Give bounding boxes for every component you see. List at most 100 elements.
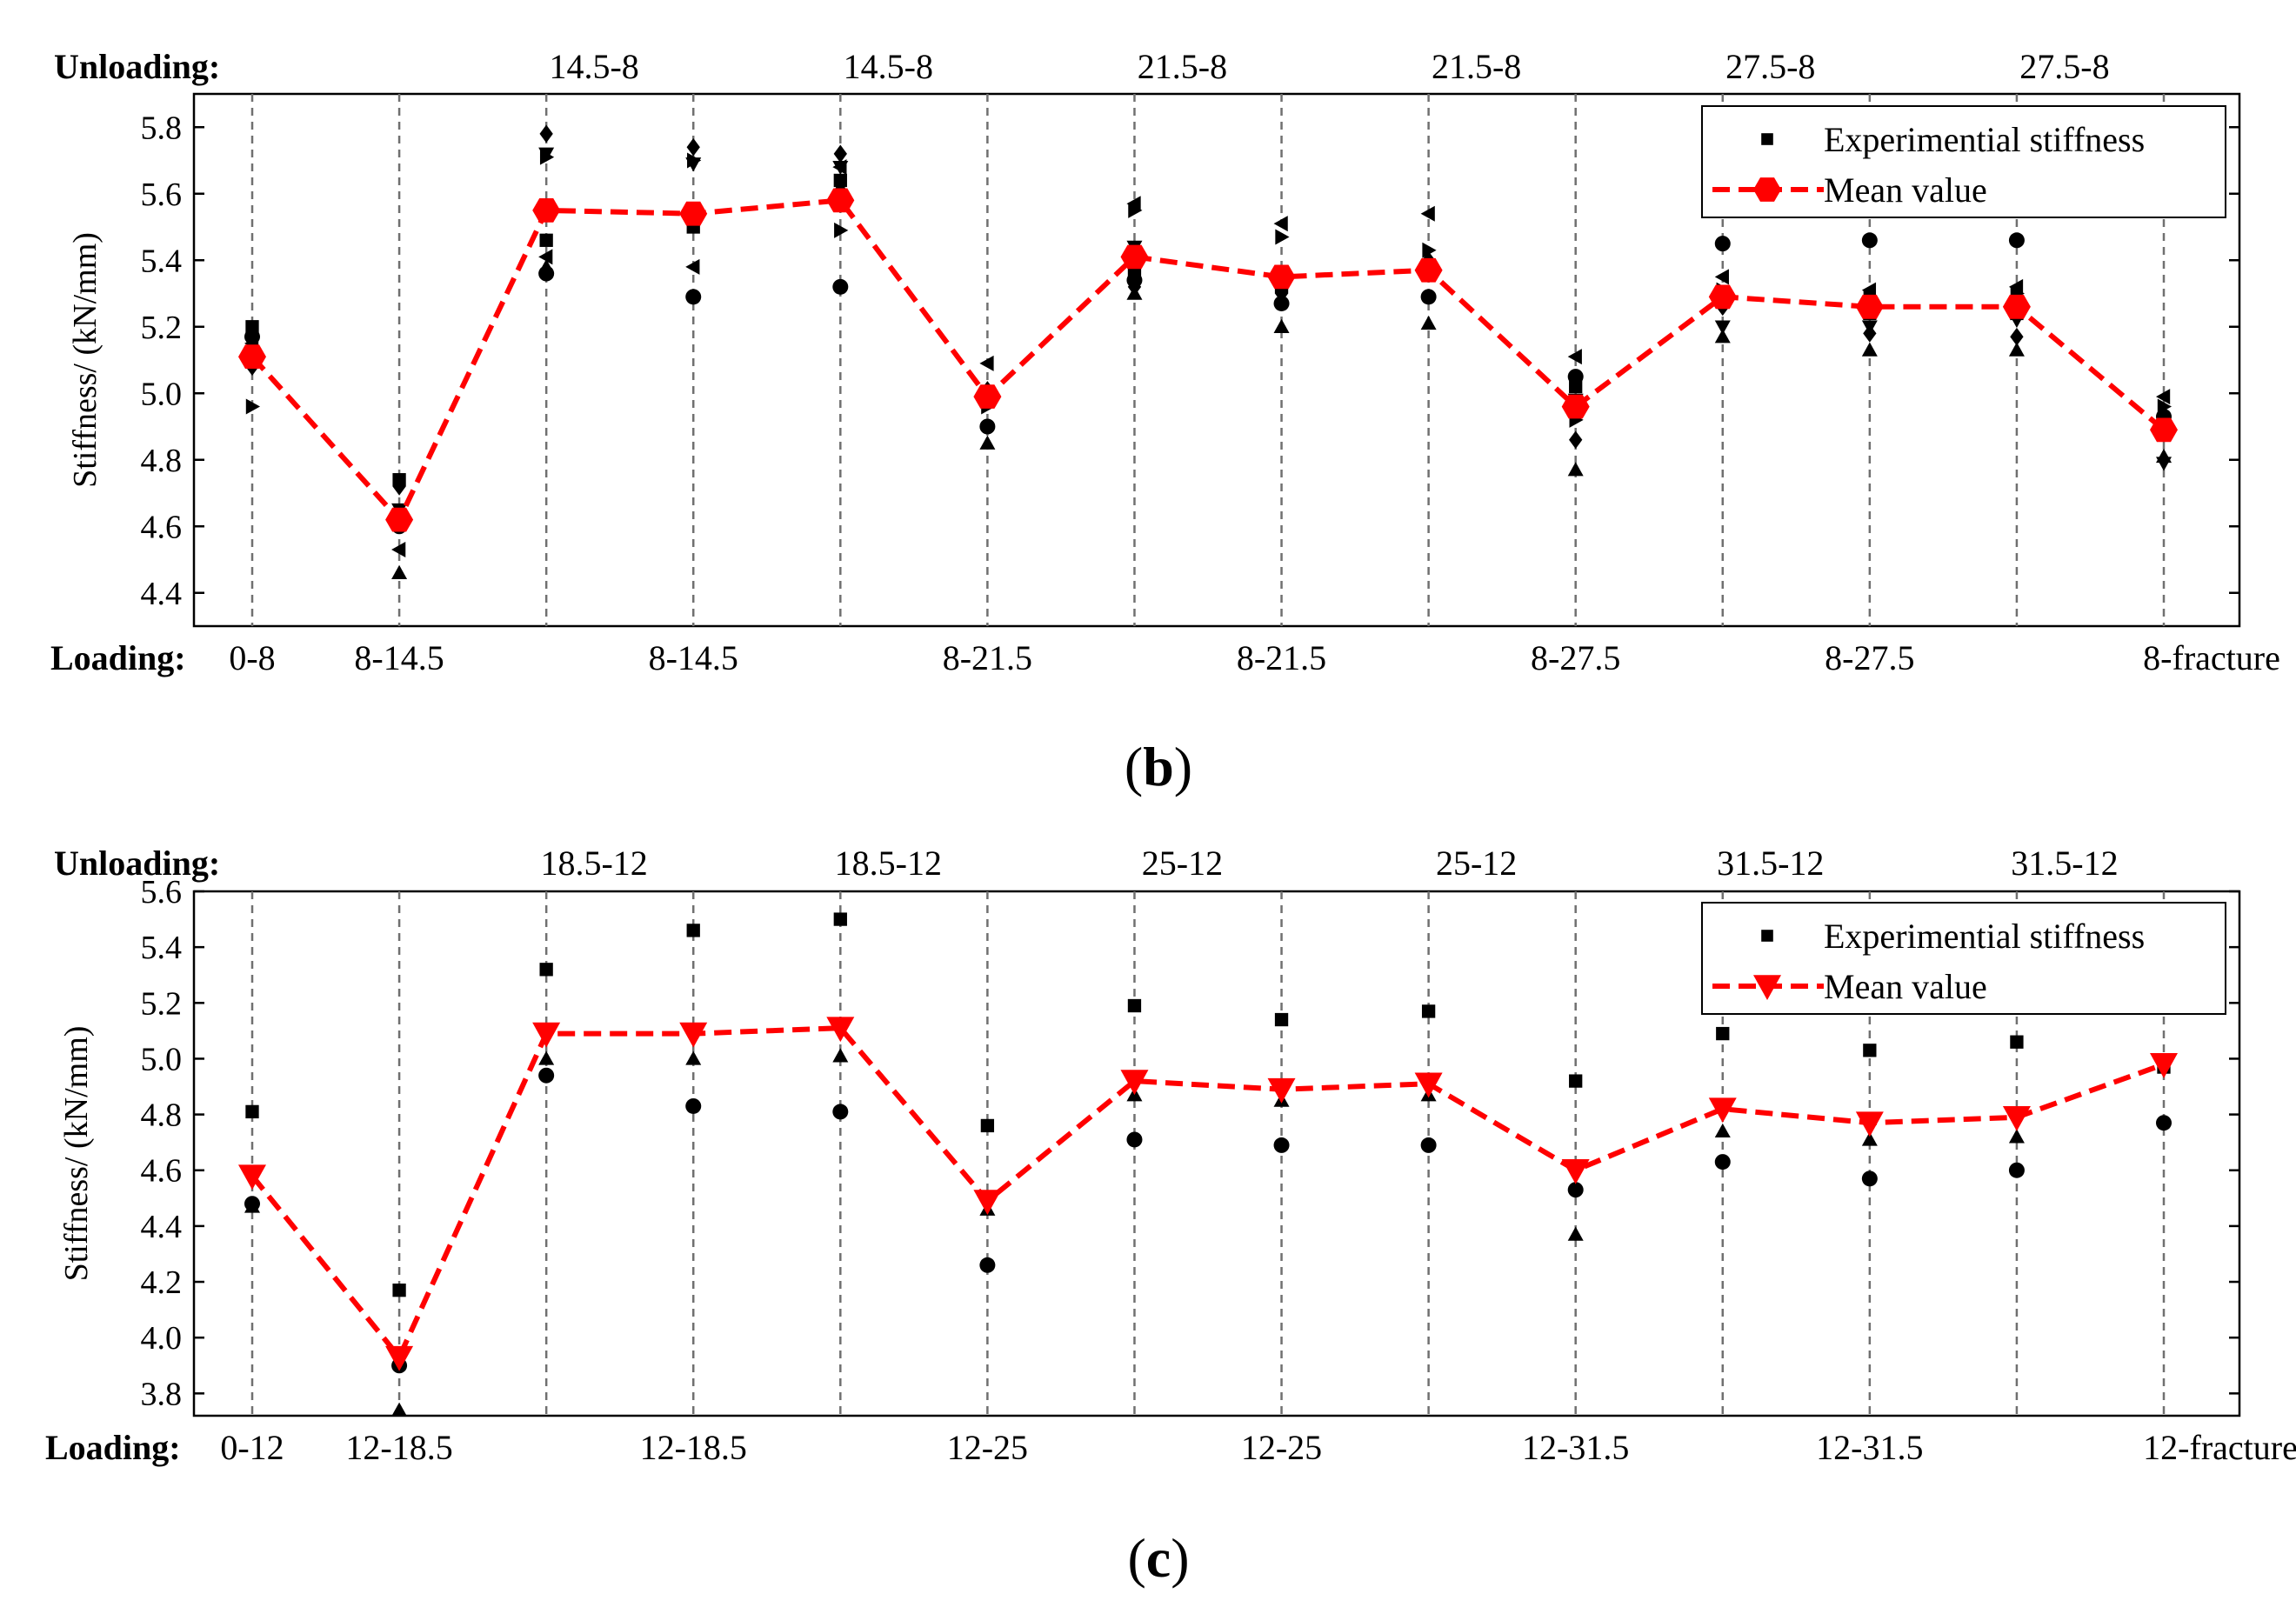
y-tick-label: 4.8	[141, 443, 183, 479]
loading-label: 12-25	[1241, 1428, 1322, 1467]
data-point-triangle-right	[1422, 242, 1437, 258]
y-tick-label: 5.6	[141, 177, 183, 213]
data-point-triangle-left	[538, 249, 553, 265]
data-point-square	[1421, 1004, 1436, 1018]
data-point-triangle-left	[1420, 205, 1435, 222]
data-point-triangle-up	[1273, 318, 1290, 333]
y-tick-label: 5.8	[141, 110, 183, 146]
data-point-triangle-right	[687, 152, 702, 169]
y-tick-label: 5.0	[141, 1041, 183, 1077]
data-point-triangle-up	[244, 1198, 260, 1213]
data-point-triangle-right	[2157, 398, 2172, 415]
data-point-circle	[1861, 232, 1878, 249]
data-point-circle	[1420, 289, 1437, 305]
loading-label: 12-18.5	[640, 1428, 747, 1467]
data-point-square	[1716, 1026, 1730, 1041]
data-point-triangle-left	[391, 542, 406, 558]
loading-title: Loading:	[45, 1428, 181, 1467]
loading-label: 8-14.5	[649, 638, 738, 677]
mean-marker	[238, 344, 266, 369]
loading-label: 8-21.5	[1237, 638, 1326, 677]
data-point-square	[2010, 1035, 2024, 1049]
mean-line	[250, 1025, 2166, 1363]
legend-experimental-label: Experimential stiffness	[1824, 120, 2145, 159]
mean-marker	[973, 1190, 1002, 1216]
plot-frame	[192, 890, 2241, 1417]
data-point-triangle-up	[1567, 462, 1584, 477]
unloading-label: 14.5-8	[549, 47, 638, 86]
data-point-triangle-right	[834, 222, 849, 238]
data-point-circle	[1273, 1137, 1290, 1153]
data-point-circle	[2156, 1115, 2172, 1131]
data-point-triangle-left	[979, 355, 994, 371]
mean-marker	[2002, 1106, 2031, 1131]
mean-marker	[385, 1345, 414, 1371]
data-point-triangle-right	[245, 398, 260, 415]
data-point-triangle-up	[1861, 342, 1878, 357]
data-point-triangle-up	[391, 1402, 408, 1417]
y-tick-label: 5.2	[141, 985, 183, 1022]
y-tick-label: 5.0	[141, 376, 183, 412]
unloading-label: 31.5-12	[2011, 844, 2118, 883]
data-point-square	[1127, 998, 1142, 1013]
legend-mean-marker	[1753, 177, 1781, 202]
legend-experimental-label: Experimential stiffness	[1824, 917, 2145, 956]
data-point-diamond	[2010, 327, 2024, 346]
data-point-circle	[1861, 1170, 1878, 1187]
data-point-circle	[832, 278, 849, 295]
data-point-diamond	[1569, 430, 1583, 450]
data-point-triangle-right	[1128, 202, 1143, 218]
mean-marker	[385, 507, 414, 532]
mean-marker	[1120, 244, 1149, 270]
unloading-label: 21.5-8	[1138, 47, 1227, 86]
unloading-title: Unloading:	[54, 844, 220, 883]
data-point-circle	[538, 1067, 555, 1084]
y-tick-label: 3.8	[141, 1376, 183, 1412]
mean-marker	[1561, 1158, 1590, 1184]
data-point-square	[392, 1284, 406, 1297]
unloading-title: Unloading:	[54, 47, 220, 86]
data-point-triangle-up	[1861, 1131, 1878, 1146]
unloading-label: 18.5-12	[540, 844, 647, 883]
data-point-triangle-up	[1420, 315, 1437, 330]
mean-marker	[1120, 1070, 1149, 1096]
mean-marker	[826, 1017, 855, 1043]
data-point-triangle-left	[832, 159, 847, 176]
data-point-circle	[832, 1104, 849, 1120]
data-point-circle	[1126, 1131, 1143, 1148]
data-point-triangle-up	[1567, 1226, 1584, 1241]
data-point-diamond	[392, 477, 406, 496]
mean-marker	[973, 384, 1002, 409]
data-point-triangle-right	[539, 149, 555, 165]
mean-marker	[1708, 1097, 1737, 1124]
loading-label: 0-12	[220, 1428, 284, 1467]
mean-marker	[1855, 1111, 1884, 1137]
loading-label: 12-18.5	[345, 1428, 452, 1467]
data-point-circle	[1420, 1137, 1437, 1153]
data-point-square	[1274, 1012, 1289, 1027]
data-point-diamond	[833, 144, 847, 163]
y-tick-label: 5.6	[141, 874, 183, 910]
unloading-label: 25-12	[1142, 844, 1223, 883]
data-point-triangle-right	[1275, 229, 1290, 245]
data-point-square	[539, 233, 553, 247]
caption-c: (c)	[1127, 1527, 1190, 1589]
unloading-label: 25-12	[1436, 844, 1517, 883]
loading-label: 12-fracture	[2143, 1428, 2296, 1467]
data-point-triangle-left	[2156, 389, 2171, 405]
legend-mean-label: Mean value	[1824, 967, 1987, 1006]
loading-label: 0-8	[229, 638, 275, 677]
mean-marker	[2150, 1053, 2178, 1078]
data-point-square	[1569, 1074, 1583, 1088]
data-point-triangle-up	[979, 435, 996, 450]
data-point-circle	[685, 289, 702, 305]
legend-experimental-marker	[1761, 133, 1773, 145]
data-point-triangle-left	[1567, 349, 1582, 365]
mean-marker	[1414, 1072, 1443, 1098]
legend-box	[1701, 902, 2226, 1015]
data-point-circle	[1567, 1182, 1584, 1198]
mean-marker	[679, 201, 708, 226]
unloading-label: 27.5-8	[2019, 47, 2109, 86]
mean-marker	[532, 198, 561, 223]
